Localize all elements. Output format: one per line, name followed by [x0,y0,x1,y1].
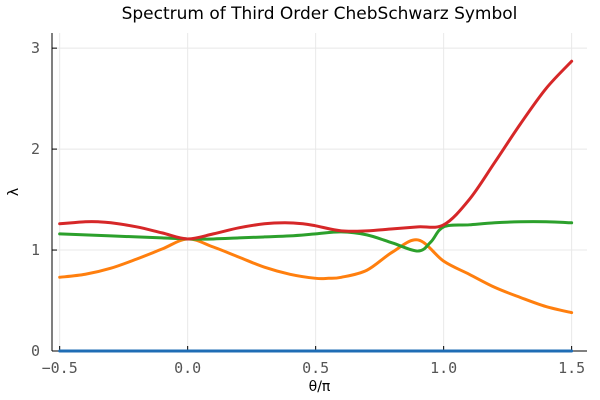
ticks: −0.5 0.0 0.5 1.0 1.5 0 1 2 3 [31,39,585,377]
y-tick-label: 3 [31,39,40,57]
x-axis-label: θ/π [309,379,331,395]
x-tick-label: 1.0 [430,359,457,377]
y-axis-label: λ [6,188,22,196]
series-line-4 [58,59,574,241]
series-line-2 [58,237,574,315]
grid [52,33,587,352]
y-tick-label: 0 [31,342,40,360]
axes [51,33,587,352]
series-line-3 [58,220,574,253]
chart-title: Spectrum of Third Order ChebSchwarz Symb… [122,4,518,24]
x-tick-label: −0.5 [42,359,78,377]
y-tick-label: 1 [31,241,40,259]
x-tick-label: 0.0 [174,359,201,377]
x-tick-label: 0.5 [302,359,329,377]
y-tick-label: 2 [31,140,40,158]
x-tick-label: 1.5 [558,359,585,377]
series-group [58,59,574,353]
